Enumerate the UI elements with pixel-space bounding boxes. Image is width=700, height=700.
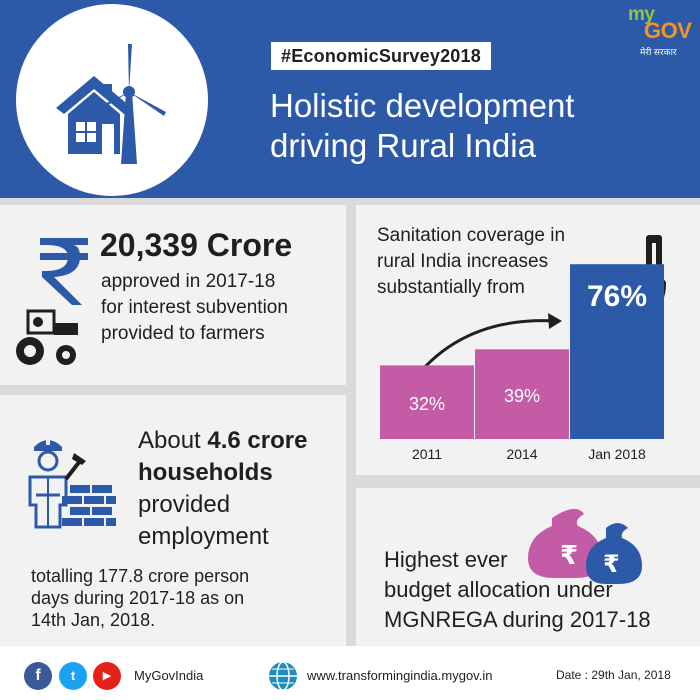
hashtag-label: #EconomicSurvey2018 bbox=[271, 42, 491, 70]
worker-icon bbox=[28, 439, 86, 529]
brick-wall-icon bbox=[62, 485, 116, 526]
title-line-2: driving Rural India bbox=[270, 127, 536, 164]
interest-panel: 20,339 Crore approved in 2017-18 for int… bbox=[0, 205, 346, 385]
rupee-icon bbox=[40, 238, 88, 305]
social-handle[interactable]: MyGovIndia bbox=[134, 668, 204, 683]
page-title: Holistic development driving Rural India bbox=[270, 86, 690, 166]
bar-value-label: 39% bbox=[504, 386, 540, 406]
bar-jan-2018 bbox=[570, 264, 664, 439]
sanitation-line-1: Sanitation coverage in bbox=[377, 225, 566, 246]
bar-value-label: 32% bbox=[409, 394, 445, 414]
tractor-icon bbox=[16, 309, 78, 365]
interest-amount: 20,339 Crore bbox=[100, 227, 293, 263]
header-banner: #EconomicSurvey2018 Holistic development… bbox=[0, 0, 700, 198]
interest-line-1: approved in 2017-18 bbox=[101, 271, 276, 292]
globe-icon bbox=[269, 661, 297, 691]
sanitation-panel: Sanitation coverage in rural India incre… bbox=[356, 205, 700, 475]
website-link[interactable]: www.transformingindia.mygov.in bbox=[307, 668, 493, 683]
bar-2011 bbox=[380, 365, 474, 439]
sanitation-line-2: rural India increases bbox=[377, 251, 549, 272]
interest-line-2: for interest subvention bbox=[101, 297, 288, 318]
sanitation-line-3: substantially from bbox=[377, 277, 525, 298]
employment-line-1: About 4.6 crore bbox=[138, 425, 343, 457]
x-tick-label: Jan 2018 bbox=[588, 446, 646, 462]
employment-detail-2: days during 2017-18 as on bbox=[31, 588, 245, 608]
publish-date: Date : 29th Jan, 2018 bbox=[556, 668, 671, 682]
twitter-icon[interactable]: t bbox=[59, 662, 87, 690]
interest-description: approved in 2017-18 for interest subvent… bbox=[101, 269, 341, 347]
employment-highlight-2: households bbox=[138, 459, 273, 486]
employment-headline: About 4.6 crore households provided empl… bbox=[138, 425, 343, 553]
employment-panel: About 4.6 crore households provided empl… bbox=[0, 395, 346, 646]
employment-detail-1: totalling 177.8 crore person bbox=[31, 566, 250, 586]
mgnrega-line-2: budget allocation under bbox=[384, 577, 613, 602]
money-bags-icon: ₹ ₹ bbox=[528, 508, 642, 584]
house-wind-turbine-icon bbox=[56, 44, 166, 164]
arrow-head-icon bbox=[548, 313, 562, 329]
x-tick-label: 2011 bbox=[412, 446, 442, 462]
sanitation-title: Sanitation coverage in rural India incre… bbox=[377, 223, 607, 301]
employment-detail-3: 14th Jan, 2018. bbox=[31, 610, 156, 630]
employment-line-4: employment bbox=[138, 523, 269, 550]
title-line-1: Holistic development bbox=[270, 87, 575, 124]
mgnrega-text: Highest ever budget allocation under MGN… bbox=[384, 545, 694, 635]
mgnrega-panel: ₹ ₹ Highest ever budget allocation under… bbox=[356, 488, 700, 646]
bar-value-label: 76% bbox=[587, 280, 647, 313]
youtube-icon[interactable]: ▶ bbox=[93, 662, 121, 690]
logo-tagline: मेरी सरकार bbox=[640, 47, 677, 57]
employment-highlight: 4.6 crore bbox=[207, 427, 308, 454]
employment-prefix: About bbox=[138, 427, 208, 454]
interest-line-3: provided to farmers bbox=[101, 323, 265, 344]
footer: f t ▶ MyGovIndia www.transformingindia.m… bbox=[0, 646, 700, 700]
employment-line-3: provided bbox=[138, 491, 231, 518]
bar-2014 bbox=[475, 349, 569, 439]
svg-text:₹: ₹ bbox=[603, 550, 620, 578]
logo-gov: GOV bbox=[644, 18, 692, 43]
sanitation-chart: 32% 2011 39% 2014 76% Jan 2018 bbox=[380, 235, 666, 462]
logo-my: my bbox=[628, 4, 655, 25]
mgnrega-line-3: MGNREGA during 2017-18 bbox=[384, 607, 651, 632]
employment-details: totalling 177.8 crore person days during… bbox=[31, 565, 331, 631]
facebook-icon[interactable]: f bbox=[24, 662, 52, 690]
employment-line-2: households bbox=[138, 457, 343, 489]
x-tick-label: 2014 bbox=[506, 446, 537, 462]
header-icon-circle bbox=[16, 4, 208, 196]
mygov-logo: my GOV मेरी सरकार bbox=[622, 4, 696, 60]
mgnrega-line-1: Highest ever bbox=[384, 547, 508, 572]
svg-text:₹: ₹ bbox=[560, 541, 578, 571]
